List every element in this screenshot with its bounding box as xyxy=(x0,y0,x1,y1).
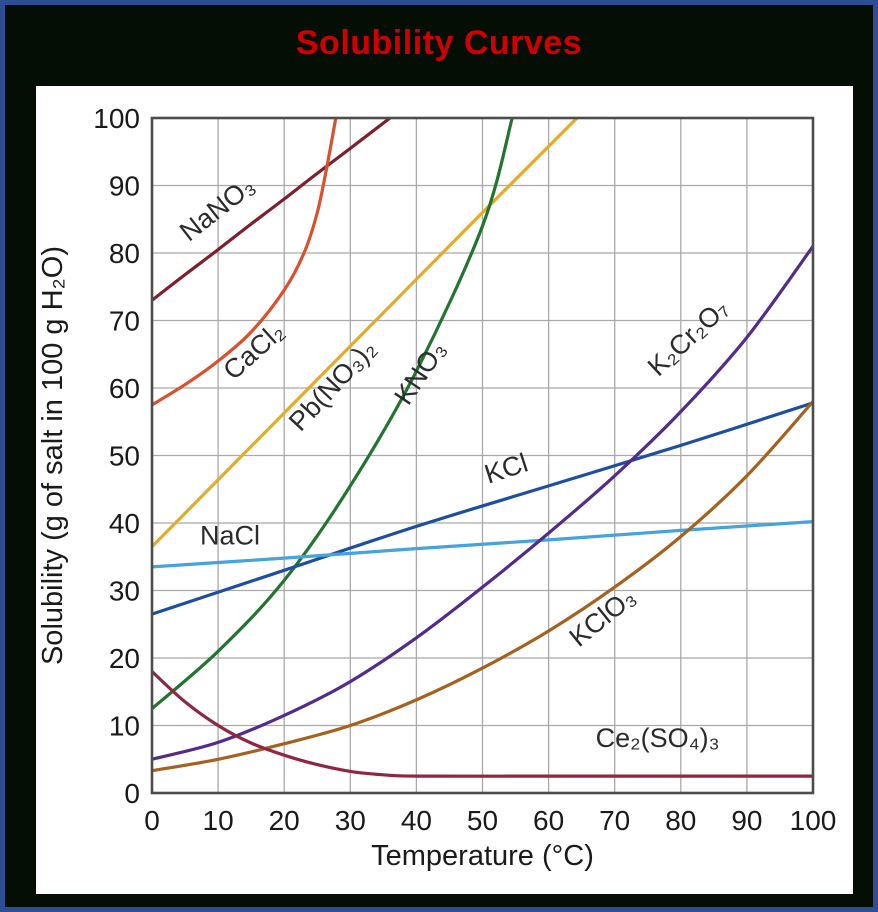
series-line-kno3 xyxy=(151,117,514,711)
series-label-kclo3: KClO₃ xyxy=(564,582,642,653)
y-tick-label: 90 xyxy=(109,171,140,202)
series-label-kno3: KNO₃ xyxy=(388,336,452,410)
series-label-nacl: NaCl xyxy=(200,521,260,551)
series-line-nano3 xyxy=(151,117,392,302)
y-tick-label: 60 xyxy=(109,373,140,404)
x-tick-label: 100 xyxy=(790,805,837,836)
series-line-k2cr2o7 xyxy=(151,244,814,761)
x-tick-label: 40 xyxy=(401,805,432,836)
series-line-pbno32 xyxy=(151,117,579,549)
series-line-kcl xyxy=(151,401,814,616)
y-tick-label: 80 xyxy=(109,238,140,269)
y-tick-label: 50 xyxy=(109,441,140,472)
series-line-cacl2 xyxy=(151,117,338,407)
series-label-pbno32: Pb(NO₃)₂ xyxy=(283,334,382,437)
x-tick-label: 80 xyxy=(665,805,696,836)
x-tick-label: 70 xyxy=(599,805,630,836)
x-tick-label: 0 xyxy=(144,805,160,836)
page-title: Solubility Curves xyxy=(295,24,583,62)
x-tick-label: 60 xyxy=(533,805,564,836)
x-tick-label: 20 xyxy=(269,805,300,836)
series-line-ce2so43 xyxy=(151,669,814,778)
y-tick-label: 20 xyxy=(109,643,140,674)
y-tick-label: 30 xyxy=(109,576,140,607)
x-tick-label: 30 xyxy=(335,805,366,836)
plot-frame xyxy=(150,116,815,795)
series-line-nacl xyxy=(151,520,814,569)
y-tick-label: 70 xyxy=(109,306,140,337)
y-axis-title: Solubility (g of salt in 100 g H₂O) xyxy=(37,246,69,665)
series-label-ce2so43: Ce₂(SO₄)₃ xyxy=(596,723,720,753)
y-tick-label: 0 xyxy=(124,778,140,809)
series-label-kcl: KCl xyxy=(481,448,532,490)
chart-panel: NaNO₃ CaCl₂ Pb(NO₃)₂ KNO₃ KCl NaCl K₂Cr₂O₇ KClO… xyxy=(36,86,853,894)
x-tick-label: 50 xyxy=(467,805,498,836)
x-tick-label: 10 xyxy=(203,805,234,836)
x-tick-label: 90 xyxy=(731,805,762,836)
y-tick-label: 40 xyxy=(109,508,140,539)
x-axis-title: Temperature (°C) xyxy=(371,840,594,872)
y-tick-label: 100 xyxy=(93,103,140,134)
y-tick-label: 10 xyxy=(109,711,140,742)
series-line-kclo3 xyxy=(151,399,814,773)
series-label-nano3: NaNO₃ xyxy=(174,170,260,247)
